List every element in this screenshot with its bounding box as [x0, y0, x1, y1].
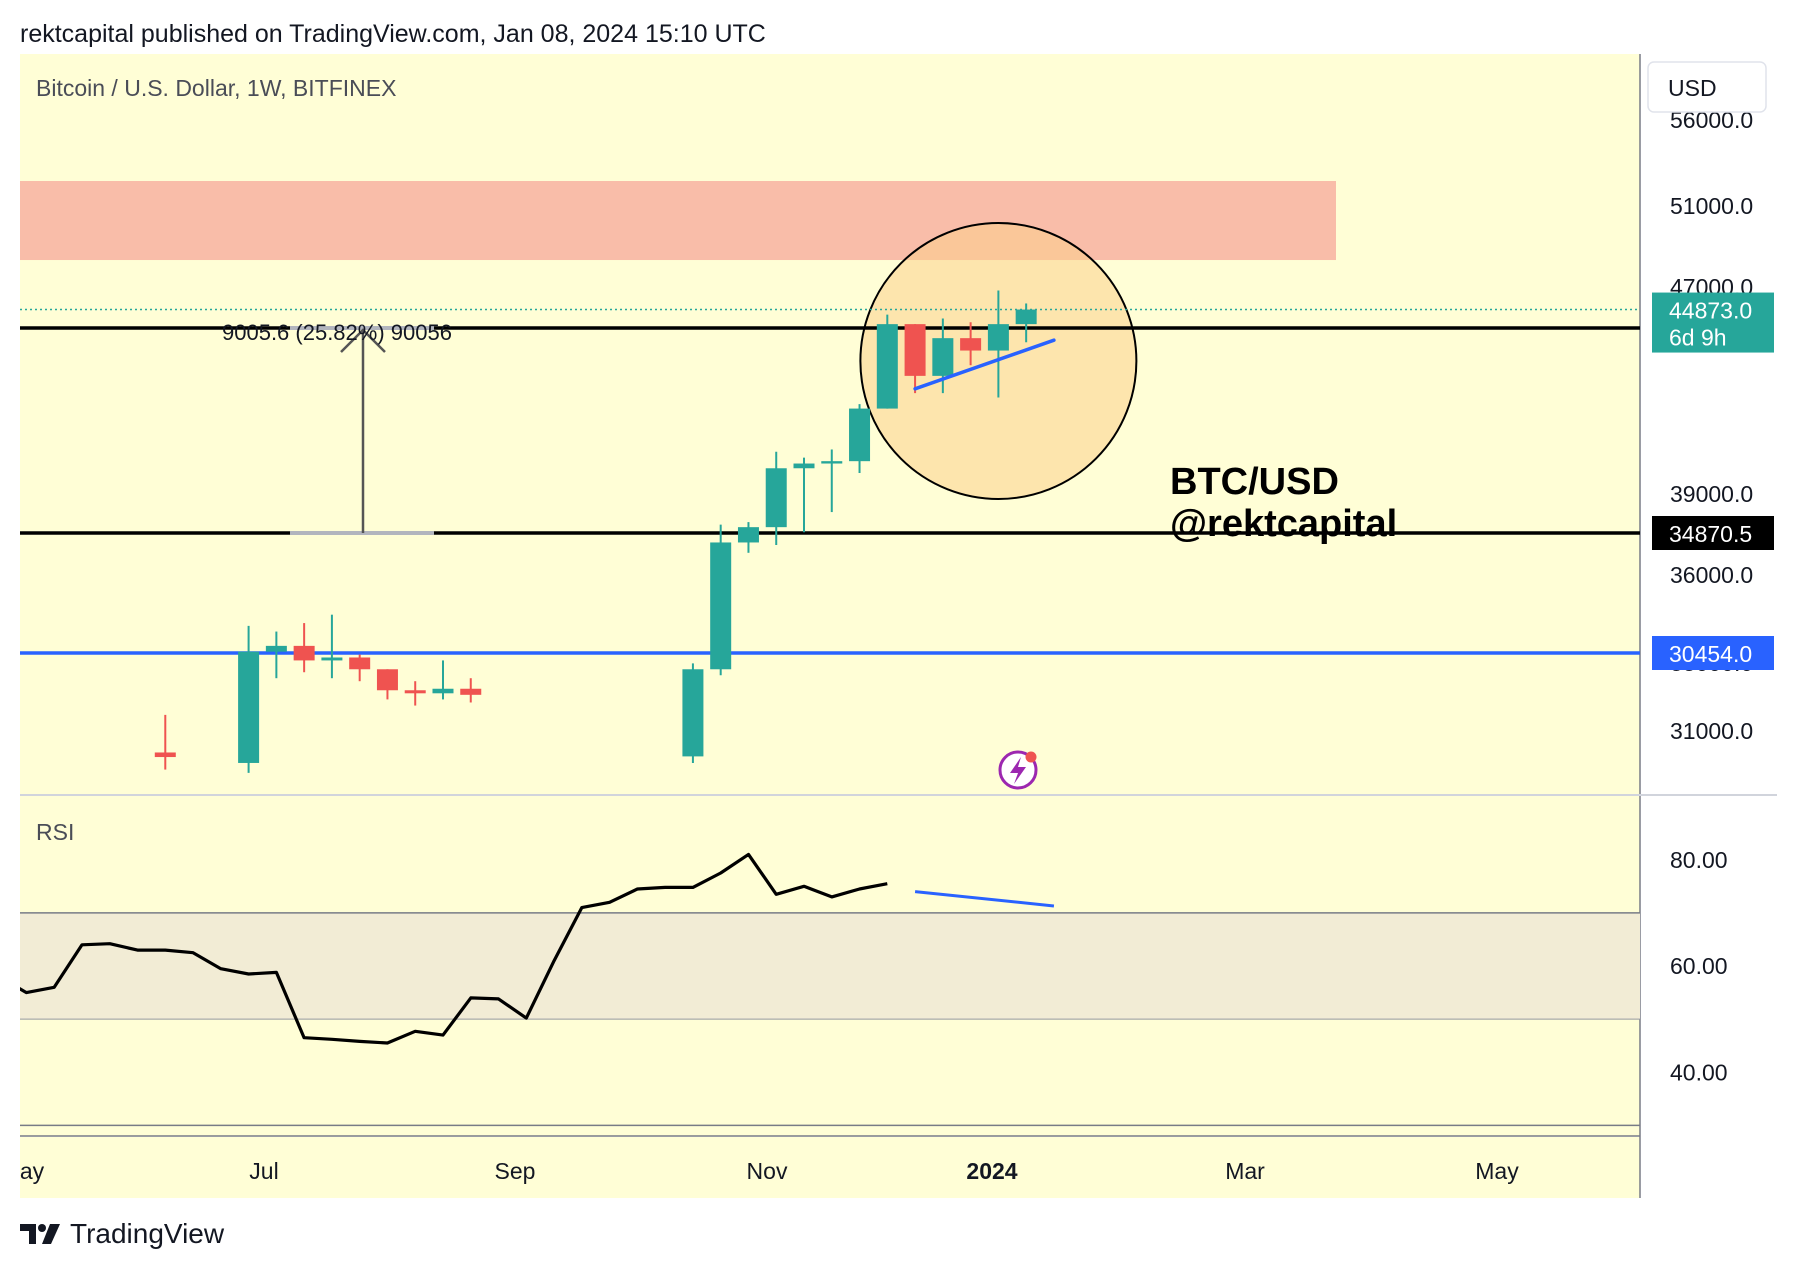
candle-down[interactable]	[154, 752, 176, 758]
publish-info: rektcapital published on TradingView.com…	[20, 20, 766, 48]
uptrend-line[interactable]	[913, 338, 1056, 391]
candle-down[interactable]	[460, 688, 482, 695]
price-tick-label: 39000.0	[1670, 481, 1753, 507]
chart-svg[interactable]: 9005.6 (25.82%) 90056 BTC/USD@rektcapital…	[0, 54, 1777, 1198]
candle-down[interactable]	[404, 690, 426, 694]
candle-up[interactable]	[265, 645, 287, 652]
level-price-label: 34870.5	[1669, 521, 1752, 547]
candle-down[interactable]	[376, 669, 398, 691]
time-tick-label: Jul	[249, 1158, 278, 1184]
chart-frame: 9005.6 (25.82%) 90056 BTC/USD @rektcapital…	[0, 54, 1777, 1198]
tradingview-logo-icon	[20, 1224, 60, 1244]
candle-up[interactable]	[987, 324, 1009, 351]
rsi-band	[20, 912, 1640, 1020]
candle-up[interactable]	[821, 461, 843, 464]
level-price-label: 30454.0	[1669, 641, 1752, 667]
candle-up[interactable]	[876, 324, 898, 409]
currency-button[interactable]: USD	[1647, 61, 1767, 113]
rsi-title: RSI	[36, 819, 74, 845]
price-tick-label: 36000.0	[1670, 562, 1753, 588]
level-price-badge	[1652, 636, 1774, 670]
main-pane-bg	[20, 54, 1640, 795]
candle-up[interactable]	[765, 468, 787, 528]
candle-up[interactable]	[1015, 309, 1037, 325]
time-axis-bg	[20, 1137, 1640, 1198]
rsi-tick-label: 40.00	[1670, 1059, 1728, 1085]
last-price-label: 44873.0	[1669, 298, 1752, 324]
measurement-label: 9005.6 (25.82%) 90056	[222, 320, 452, 345]
time-axis[interactable]: ay Jul Sep Nov 2024 Mar May	[20, 1158, 1519, 1184]
price-axis[interactable]: 56000.051000.047000.039000.036000.033000…	[1652, 107, 1774, 1085]
time-tick-label: Sep	[495, 1158, 536, 1184]
candle-down[interactable]	[960, 338, 982, 351]
candle-up[interactable]	[432, 688, 454, 694]
brand-label: TradingView	[70, 1218, 225, 1249]
measure-arrow-head	[340, 328, 386, 353]
price-tick-label: 31000.0	[1670, 718, 1753, 744]
rsi-line[interactable]	[0, 852, 888, 1045]
candle-up[interactable]	[737, 527, 759, 543]
rsi-tick-label: 80.00	[1670, 847, 1728, 873]
candle-up[interactable]	[932, 338, 954, 376]
price-tick-label: 51000.0	[1670, 193, 1753, 219]
time-tick-label: 2024	[966, 1158, 1017, 1184]
notification-dot	[1025, 751, 1037, 763]
watermark-author: @rektcapital	[1170, 503, 1397, 545]
chart-title: Bitcoin / U.S. Dollar, 1W, BITFINEX	[36, 75, 396, 101]
time-tick-label: May	[1475, 1158, 1519, 1184]
currency-label: USD	[1668, 75, 1717, 101]
candle-up[interactable]	[238, 651, 260, 763]
tradingview-footer[interactable]: TradingView	[20, 1218, 224, 1250]
rsi-pane[interactable]	[0, 852, 1640, 1127]
candle-up[interactable]	[849, 408, 871, 462]
price-pane-content: 9005.6 (25.82%) 90056 BTC/USD@rektcapital	[20, 181, 1640, 790]
rsi-tick-label: 60.00	[1670, 953, 1728, 979]
last-price-badge	[1652, 292, 1774, 353]
candle-down[interactable]	[349, 657, 371, 670]
lightning-icon[interactable]	[998, 750, 1038, 790]
time-tick-label: Mar	[1225, 1158, 1265, 1184]
resistance-zone[interactable]	[20, 181, 1336, 261]
candle-up[interactable]	[710, 542, 732, 670]
candle-up[interactable]	[682, 669, 704, 757]
level-price-badge	[1652, 516, 1774, 550]
rsi-divergence-line[interactable]	[914, 890, 1055, 908]
time-tick-label: ay	[20, 1158, 45, 1184]
time-tick-label: Nov	[747, 1158, 788, 1184]
candle-down[interactable]	[904, 324, 926, 376]
lightning-bolt-shape	[1010, 757, 1026, 784]
watermark-pair: BTC/USD	[1170, 461, 1339, 503]
candle-countdown-label: 6d 9h	[1669, 325, 1727, 351]
price-axis-bg	[1641, 54, 1777, 1198]
candle-up[interactable]	[321, 657, 343, 661]
candle-up[interactable]	[793, 463, 815, 469]
price-pane[interactable]: 9005.6 (25.82%) 90056 BTC/USD@rektcapital	[20, 181, 1640, 790]
candle-down[interactable]	[293, 645, 315, 661]
